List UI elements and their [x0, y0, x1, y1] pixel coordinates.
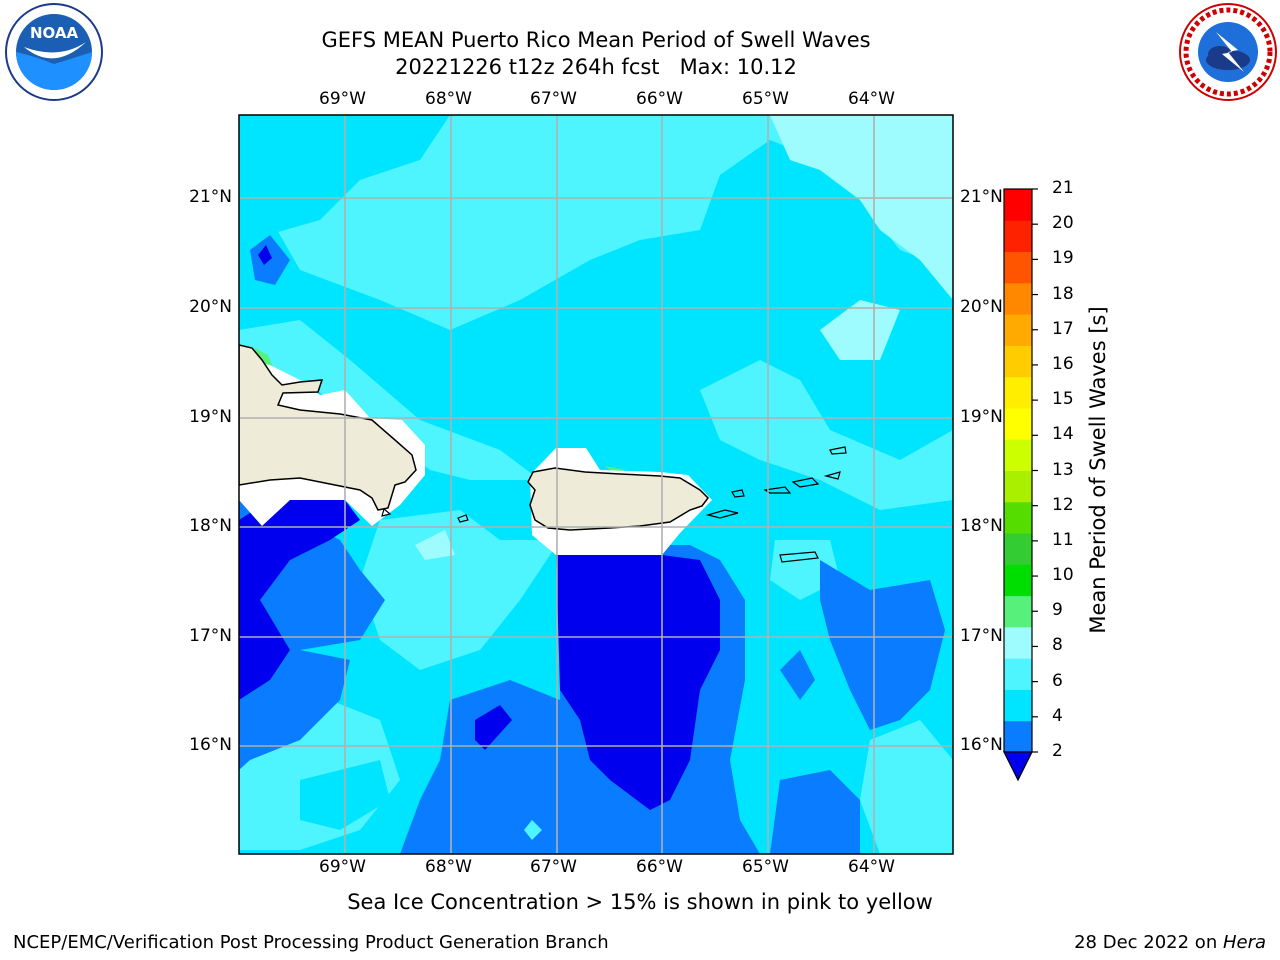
lon-tick-bottom: 64°W: [848, 857, 895, 877]
colorbar-tick-label: 12: [1052, 494, 1074, 515]
noaa-logo: NOAA: [5, 3, 103, 101]
colorbar-segment: [1004, 658, 1032, 690]
lon-tick-bottom: 67°W: [530, 857, 577, 877]
colorbar-segment: [1004, 595, 1032, 628]
lat-tick-right: 17°N: [960, 626, 1003, 646]
lat-tick-left: 21°N: [189, 187, 232, 207]
colorbar-tick-label: 18: [1052, 283, 1074, 304]
lon-tick-bottom: 69°W: [319, 857, 366, 877]
map-frame: [238, 114, 954, 855]
lon-tick-bottom: 65°W: [742, 857, 789, 877]
colorbar-segment: [1004, 720, 1032, 753]
lat-tick-right: 20°N: [960, 297, 1003, 317]
colorbar-tick-label: 13: [1052, 459, 1074, 480]
colorbar-tick-label: 14: [1052, 424, 1074, 445]
lat-tick-right: 16°N: [960, 735, 1003, 755]
colorbar-segment: [1004, 533, 1032, 565]
colorbar-tick-label: 6: [1052, 670, 1063, 691]
lon-tick-top: 66°W: [636, 89, 683, 109]
colorbar-tick-label: 21: [1052, 178, 1074, 198]
svg-text:NOAA: NOAA: [30, 24, 79, 42]
colorbar-tick-label: 9: [1052, 600, 1063, 621]
colorbar-segment: [1004, 314, 1032, 346]
lat-tick-left: 16°N: [189, 735, 232, 755]
map-gridlines: [239, 115, 953, 854]
lon-tick-top: 64°W: [848, 89, 895, 109]
colorbar-segment: [1004, 564, 1032, 597]
footer-date: 28 Dec 2022 on Hera: [1074, 932, 1266, 953]
lat-tick-left: 18°N: [189, 516, 232, 536]
footer-branch: NCEP/EMC/Verification Post Processing Pr…: [13, 932, 609, 953]
colorbar-segment: [1004, 470, 1032, 503]
lon-tick-top: 69°W: [319, 89, 366, 109]
lat-tick-left: 17°N: [189, 626, 232, 646]
colorbar-segment: [1004, 345, 1032, 378]
colorbar-tick-label: 16: [1052, 353, 1074, 374]
lon-tick-top: 67°W: [530, 89, 577, 109]
lat-tick-right: 18°N: [960, 516, 1003, 536]
colorbar-segment: [1004, 501, 1032, 534]
colorbar-tick-label: 8: [1052, 635, 1063, 656]
colorbar-segment: [1004, 282, 1032, 315]
footer-date-text: 28 Dec 2022 on: [1074, 932, 1223, 953]
lon-tick-bottom: 66°W: [636, 857, 683, 877]
colorbar-extend-arrow: [1003, 751, 1033, 782]
colorbar-tick-label: 19: [1052, 248, 1074, 269]
colorbar-tick-label: 2: [1052, 741, 1063, 761]
colorbar-tick-label: 4: [1052, 705, 1063, 726]
footer-host: Hera: [1222, 932, 1266, 953]
colorbar: [1004, 189, 1032, 753]
colorbar-tick-label: 15: [1052, 389, 1074, 410]
lon-tick-bottom: 68°W: [425, 857, 472, 877]
colorbar-segment: [1004, 189, 1032, 221]
colorbar-segment: [1004, 439, 1032, 471]
sea-ice-caption: Sea Ice Concentration > 15% is shown in …: [347, 890, 933, 914]
colorbar-tick-label: 20: [1052, 213, 1074, 234]
lat-tick-right: 21°N: [960, 187, 1003, 207]
plot-title-line2: 20221226 t12z 264h fcst Max: 10.12: [395, 55, 797, 79]
colorbar-segment: [1004, 376, 1032, 409]
colorbar-title: Mean Period of Swell Waves [s]: [1086, 306, 1110, 634]
colorbar-segment: [1004, 689, 1032, 722]
lat-tick-right: 19°N: [960, 407, 1003, 427]
lon-tick-top: 68°W: [425, 89, 472, 109]
colorbar-tick-label: 17: [1052, 318, 1074, 339]
lat-tick-left: 20°N: [189, 297, 232, 317]
colorbar-segment: [1004, 626, 1032, 659]
colorbar-tick-label: 11: [1052, 529, 1074, 550]
colorbar-segment: [1004, 220, 1032, 253]
lon-tick-top: 65°W: [742, 89, 789, 109]
nws-logo: [1179, 3, 1277, 101]
colorbar-segment: [1004, 251, 1032, 284]
colorbar-tick-label: 10: [1052, 565, 1074, 586]
colorbar-segment: [1004, 407, 1032, 440]
lat-tick-left: 19°N: [189, 407, 232, 427]
swell-period-field: [239, 115, 953, 854]
plot-title-line1: GEFS MEAN Puerto Rico Mean Period of Swe…: [321, 28, 871, 52]
